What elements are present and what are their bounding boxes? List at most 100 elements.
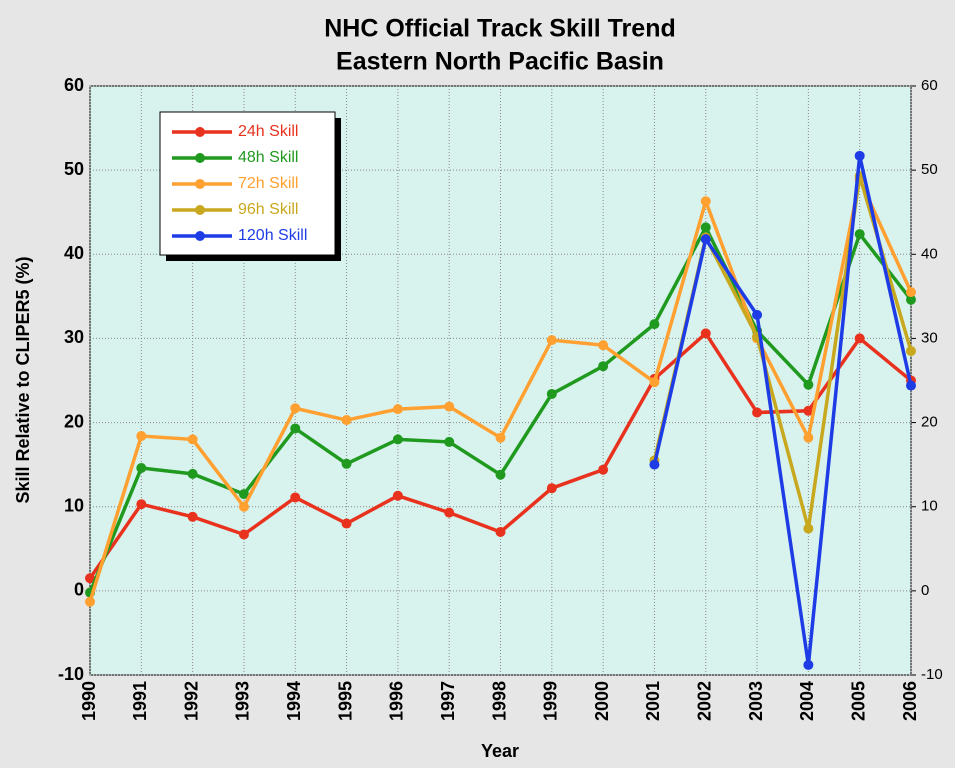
- y-tick-label: 20: [64, 411, 84, 431]
- point: [238, 501, 249, 512]
- point: [187, 468, 198, 479]
- point: [495, 432, 506, 443]
- y2-tick-label: 40: [921, 245, 938, 262]
- point: [906, 294, 916, 305]
- point: [444, 507, 455, 518]
- point: [238, 489, 249, 500]
- point: [290, 423, 301, 434]
- point: [854, 333, 865, 344]
- point: [906, 346, 916, 357]
- y-tick-label: 60: [64, 75, 84, 95]
- point: [495, 469, 506, 480]
- point: [444, 436, 455, 447]
- point: [649, 319, 660, 330]
- legend-marker: [195, 205, 205, 215]
- point: [392, 490, 403, 501]
- y-axis-label: Skill Relative to CLIPER5 (%): [13, 256, 33, 503]
- y2-tick-label: 20: [921, 414, 938, 431]
- y2-tick-label: 10: [921, 498, 938, 515]
- x-tick-label: 1995: [335, 681, 355, 721]
- point: [906, 380, 916, 391]
- legend-marker: [195, 153, 205, 163]
- x-tick-label: 2002: [695, 681, 715, 721]
- y2-tick-label: 30: [921, 329, 938, 346]
- y2-tick-label: -10: [921, 666, 943, 683]
- point: [854, 229, 865, 240]
- point: [187, 434, 198, 445]
- point: [546, 388, 557, 399]
- point: [700, 234, 711, 245]
- point: [187, 511, 198, 522]
- point: [290, 492, 301, 503]
- point: [803, 523, 814, 534]
- point: [341, 518, 352, 529]
- point: [752, 309, 763, 320]
- x-tick-label: 1990: [79, 681, 99, 721]
- x-tick-label: 1997: [438, 681, 458, 721]
- x-tick-label: 2004: [797, 681, 817, 721]
- point: [290, 403, 301, 414]
- x-tick-label: 1993: [233, 681, 253, 721]
- point: [649, 377, 660, 388]
- point: [546, 483, 557, 494]
- point: [598, 464, 609, 475]
- point: [598, 361, 609, 372]
- point: [85, 573, 95, 584]
- legend-label: 96h Skill: [238, 201, 298, 218]
- point: [238, 529, 249, 540]
- y2-tick-label: 0: [921, 582, 929, 599]
- x-tick-label: 2000: [592, 681, 612, 721]
- x-tick-label: 1991: [130, 681, 150, 721]
- point: [444, 401, 455, 412]
- legend-label: 24h Skill: [238, 123, 298, 140]
- legend-label: 48h Skill: [238, 149, 298, 166]
- point: [906, 287, 916, 298]
- point: [136, 499, 147, 510]
- point: [341, 458, 352, 469]
- x-tick-label: 2003: [746, 681, 766, 721]
- point: [854, 150, 865, 161]
- point: [85, 596, 95, 607]
- y-tick-label: 50: [64, 159, 84, 179]
- point: [392, 404, 403, 415]
- point: [136, 463, 147, 474]
- point: [598, 340, 609, 351]
- legend-marker: [195, 127, 205, 137]
- legend-label: 120h Skill: [238, 227, 307, 244]
- x-tick-label: 2001: [643, 681, 663, 721]
- chart-subtitle: Eastern North Pacific Basin: [336, 48, 664, 76]
- y-tick-label: 30: [64, 327, 84, 347]
- point: [752, 407, 763, 418]
- y-tick-label: 40: [64, 243, 84, 263]
- point: [700, 196, 711, 207]
- point: [649, 459, 660, 470]
- y-tick-label: 0: [74, 580, 84, 600]
- x-tick-label: 1999: [541, 681, 561, 721]
- point: [803, 405, 814, 416]
- point: [803, 659, 814, 670]
- x-axis-label: Year: [481, 741, 519, 761]
- legend-marker: [195, 231, 205, 241]
- point: [341, 415, 352, 426]
- y2-tick-label: 50: [921, 161, 938, 178]
- x-tick-label: 1994: [284, 681, 304, 721]
- point: [700, 222, 711, 233]
- point: [546, 335, 557, 346]
- y-tick-label: 10: [64, 495, 84, 515]
- point: [136, 431, 147, 442]
- point: [392, 434, 403, 445]
- point: [803, 432, 814, 443]
- x-tick-label: 2006: [900, 681, 920, 721]
- point: [700, 328, 711, 339]
- x-tick-label: 1996: [387, 681, 407, 721]
- legend-marker: [195, 179, 205, 189]
- chart-title: NHC Official Track Skill Trend: [324, 15, 676, 43]
- x-tick-label: 2005: [848, 681, 868, 721]
- x-tick-label: 1992: [181, 681, 201, 721]
- y-tick-label: -10: [58, 664, 84, 684]
- y2-tick-label: 60: [921, 77, 938, 94]
- point: [803, 379, 814, 390]
- point: [495, 526, 506, 537]
- x-tick-label: 1998: [489, 681, 509, 721]
